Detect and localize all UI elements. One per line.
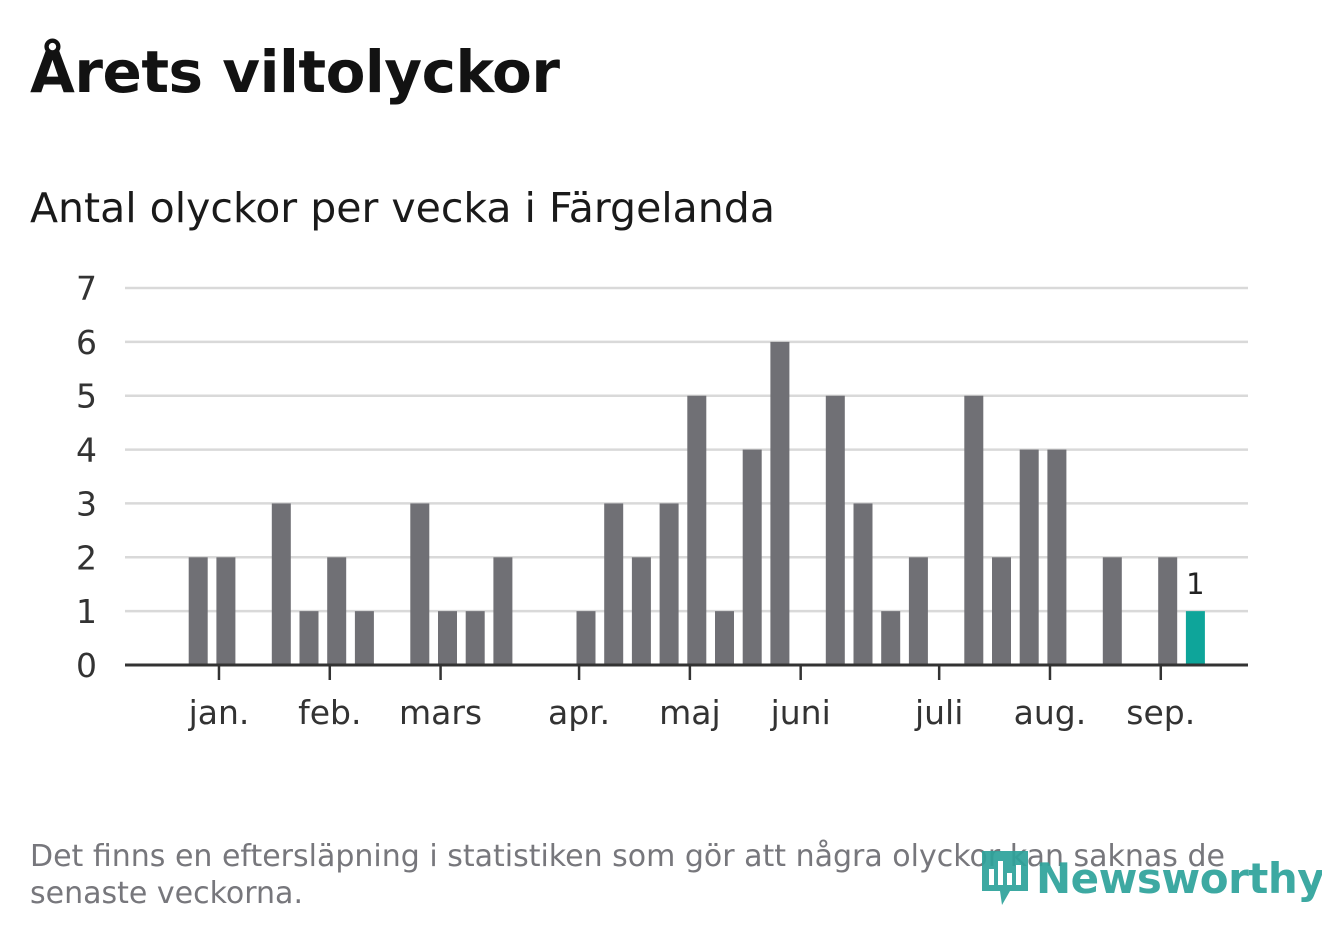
bar bbox=[1158, 557, 1178, 665]
x-tick-label: mars bbox=[399, 693, 482, 732]
bar bbox=[438, 611, 457, 665]
bar bbox=[770, 341, 790, 665]
bar bbox=[742, 449, 762, 665]
x-tick-label: jan. bbox=[188, 693, 250, 732]
bar-chart: 1 0 1 2 3 4 5 6 7 jan. feb. mars apr. maj juni juli aug… bbox=[76, 269, 1248, 732]
y-tick-label: 0 bbox=[76, 646, 97, 685]
bars: 1 bbox=[188, 341, 1205, 665]
x-tick-label: aug. bbox=[1014, 693, 1087, 732]
x-tick-label: feb. bbox=[298, 693, 361, 732]
newsworthy-logo-icon bbox=[982, 851, 1028, 905]
bar bbox=[1102, 557, 1122, 665]
grid-lines bbox=[125, 286, 1248, 613]
bar bbox=[493, 557, 513, 665]
bar bbox=[188, 557, 208, 665]
x-tick-label: apr. bbox=[548, 693, 610, 732]
y-tick-label: 5 bbox=[76, 377, 97, 416]
bar bbox=[687, 395, 707, 665]
bar bbox=[992, 557, 1011, 665]
bar bbox=[1047, 449, 1067, 665]
x-tick-label: maj bbox=[659, 693, 721, 732]
bar bbox=[299, 611, 319, 665]
y-tick-label: 2 bbox=[76, 538, 97, 577]
bar bbox=[908, 557, 928, 665]
chart-subtitle: Antal olyckor per vecka i Färgelanda bbox=[30, 184, 775, 232]
x-tick-label: juli bbox=[914, 693, 963, 732]
bar bbox=[659, 503, 679, 665]
bar bbox=[881, 611, 901, 665]
y-tick-label: 6 bbox=[76, 323, 97, 362]
y-tick-label: 4 bbox=[76, 431, 97, 470]
bar bbox=[410, 503, 430, 665]
bar bbox=[216, 557, 236, 665]
bar-highlight bbox=[1185, 611, 1205, 665]
data-label: 1 bbox=[1186, 567, 1204, 601]
bar bbox=[271, 503, 291, 665]
newsworthy-logo: Newsworthy bbox=[980, 846, 1322, 910]
bar bbox=[853, 503, 873, 665]
bar bbox=[1019, 449, 1039, 665]
y-tick-label: 1 bbox=[76, 592, 97, 631]
x-tick-label: juni bbox=[770, 693, 831, 732]
y-tick-label: 3 bbox=[76, 484, 97, 523]
bar bbox=[354, 611, 374, 665]
bar bbox=[715, 611, 734, 665]
bar bbox=[604, 503, 624, 665]
bar bbox=[631, 557, 651, 665]
bar bbox=[576, 611, 596, 665]
y-tick-label: 7 bbox=[76, 269, 97, 308]
brand-name: Newsworthy bbox=[1036, 853, 1322, 903]
bar bbox=[825, 395, 845, 665]
chart-title: Årets viltolyckor bbox=[30, 38, 560, 106]
bar bbox=[327, 557, 347, 665]
bar bbox=[964, 395, 984, 665]
x-tick-label: sep. bbox=[1126, 693, 1195, 732]
axes: 0 1 2 3 4 5 6 7 jan. feb. mars apr. maj juni juli aug. s… bbox=[76, 269, 1248, 732]
bar bbox=[465, 611, 485, 665]
